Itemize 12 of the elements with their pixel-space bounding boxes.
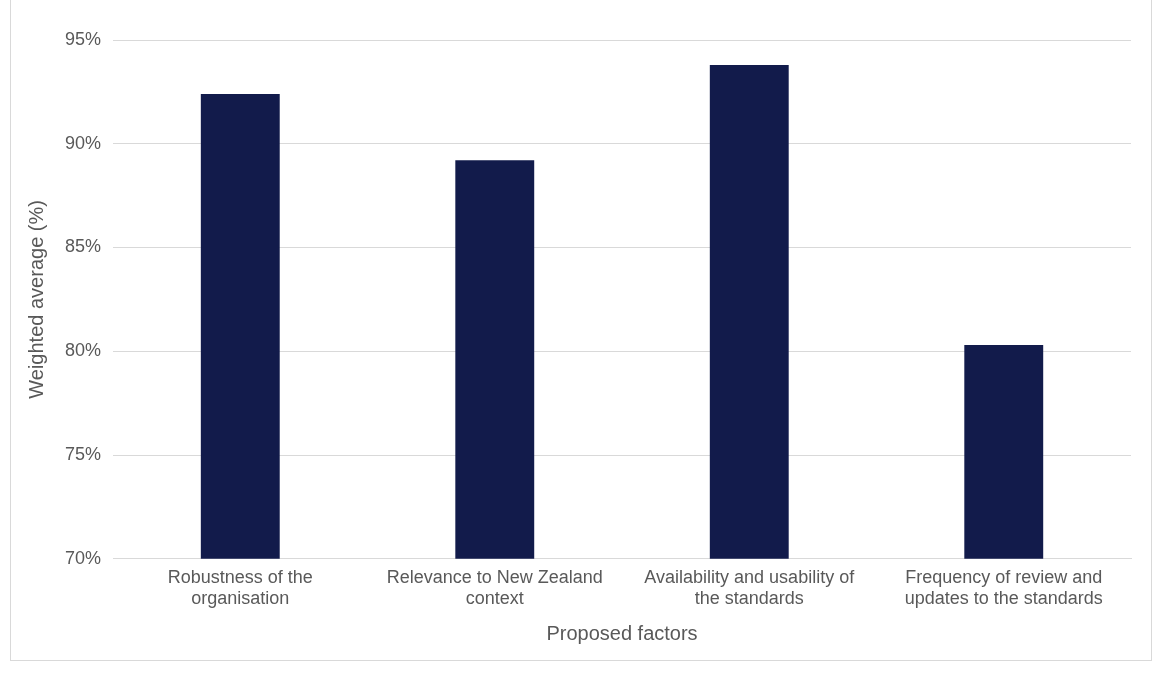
y-tick-label: 80% — [65, 340, 102, 361]
x-tick-label: Relevance to New Zealand context — [386, 566, 603, 609]
y-tick-label: 75% — [65, 444, 102, 465]
y-tick-label: 85% — [65, 236, 102, 257]
y-tick-label: 95% — [65, 28, 102, 49]
x-tick-label: Frequency of review and updates to the standards — [904, 566, 1103, 609]
y-axis-title: Weighted average (%) — [24, 200, 47, 399]
y-tick-label: 70% — [65, 547, 102, 568]
x-tick-label: Robustness of the organisation — [167, 566, 313, 609]
x-tick-label: Availability and usability of the standards — [644, 566, 856, 609]
x-axis-title: Proposed factors — [546, 621, 698, 644]
y-tick-label: 90% — [65, 132, 102, 153]
